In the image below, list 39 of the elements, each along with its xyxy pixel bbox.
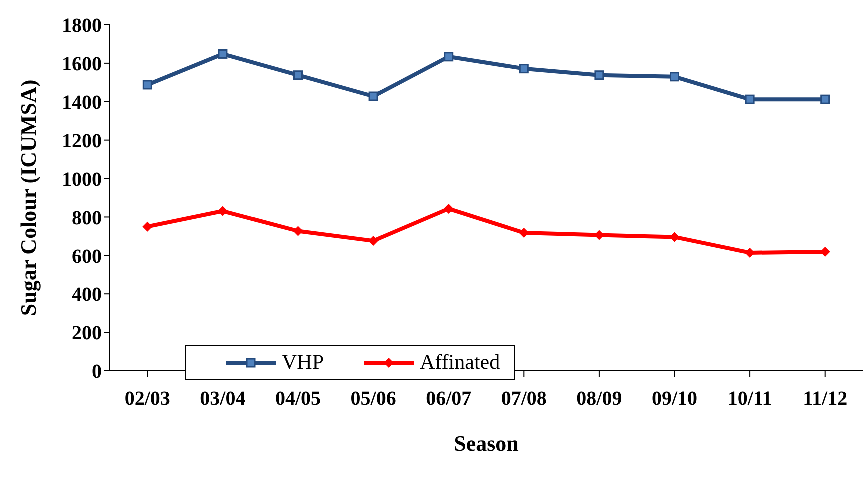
- y-tick-label: 0: [92, 361, 102, 384]
- x-axis-title: Season: [454, 431, 519, 456]
- point: [519, 64, 529, 74]
- x-tick-label: 09/10: [652, 388, 698, 410]
- point: [444, 204, 454, 214]
- point: [444, 52, 454, 62]
- x-tick-label: 06/07: [426, 388, 472, 410]
- point: [218, 206, 228, 216]
- point: [142, 222, 153, 232]
- point: [820, 94, 830, 104]
- y-tick-label: 600: [72, 246, 102, 268]
- x-tick-label: 11/12: [803, 388, 848, 410]
- y-tick-label: 200: [72, 322, 102, 345]
- x-tick-label: 07/08: [501, 388, 547, 410]
- point: [594, 70, 604, 80]
- y-tick-label: 1600: [62, 54, 102, 76]
- legend-label: VHP: [282, 350, 324, 375]
- point: [670, 72, 680, 82]
- y-tick-label: 1200: [62, 130, 102, 152]
- y-tick-label: 800: [72, 207, 102, 230]
- point: [368, 236, 379, 246]
- point: [218, 49, 228, 59]
- x-tick-label: 04/05: [275, 388, 322, 410]
- legend-label: Affinated: [420, 350, 500, 375]
- y-tick-label: 400: [72, 284, 102, 306]
- x-tick-label: 08/09: [576, 388, 622, 410]
- point: [294, 70, 303, 80]
- x-tick-label: 05/06: [350, 388, 396, 410]
- x-tick-label: 10/11: [728, 388, 772, 410]
- y-tick-label: 1800: [62, 15, 102, 38]
- y-tick-label: 1400: [62, 92, 102, 114]
- point: [293, 226, 304, 236]
- y-axis-title: Sugar Colour (ICUMSA): [16, 80, 41, 316]
- x-tick-label: 03/04: [200, 388, 246, 410]
- point: [745, 94, 755, 104]
- point: [142, 80, 152, 90]
- y-tick-label: 1000: [62, 168, 102, 191]
- point: [368, 92, 378, 102]
- x-tick-label: 02/03: [124, 388, 170, 410]
